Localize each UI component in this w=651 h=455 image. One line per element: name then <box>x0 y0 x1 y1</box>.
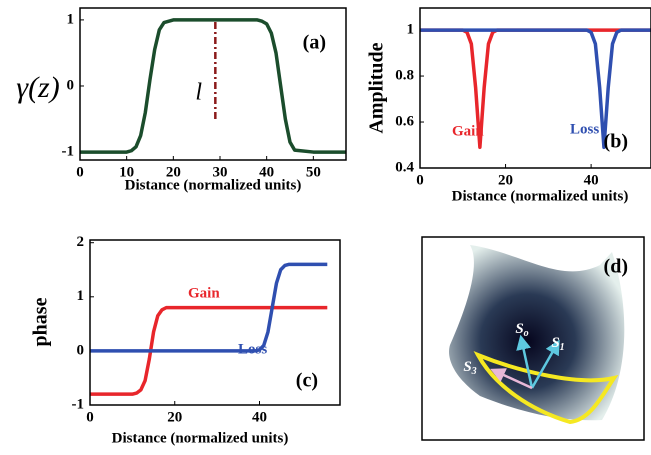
annotation: (a) <box>303 32 326 54</box>
annotation: (b) <box>604 131 628 153</box>
series-label: Loss <box>238 341 267 357</box>
vector-subscript: 1 <box>560 342 565 353</box>
vector-label: So <box>515 321 528 339</box>
y-tick-label: -1 <box>72 396 85 412</box>
vector-subscript: 3 <box>471 366 477 377</box>
y-axis-label: phase <box>30 297 52 346</box>
series-line <box>80 18 346 154</box>
x-tick-label: 20 <box>167 409 182 425</box>
y-tick-label: 1 <box>67 11 75 27</box>
x-tick-label: 10 <box>119 164 134 180</box>
vector-arrow <box>516 334 534 389</box>
x-axis-label: Distance (normalized units) <box>452 188 629 204</box>
panel-d: (d) <box>421 236 645 441</box>
y-tick-label: 0 <box>77 342 85 358</box>
annotation: (c) <box>296 370 318 392</box>
y-tick-label: -1 <box>62 144 75 160</box>
x-tick-label: 20 <box>166 164 181 180</box>
y-tick-label: 0.6 <box>395 113 414 129</box>
vector-label: S1 <box>551 335 564 353</box>
x-tick-label: 0 <box>76 164 84 180</box>
x-tick-label: 40 <box>259 164 274 180</box>
y-tick-label: 1 <box>407 22 415 38</box>
annotation: l <box>195 80 202 106</box>
series-label: Gain <box>188 285 220 301</box>
y-tick-label: 0.8 <box>395 67 414 83</box>
axes-frame <box>89 239 341 406</box>
x-tick-label: 20 <box>498 172 513 188</box>
x-tick-label: 40 <box>584 172 599 188</box>
vector-arrow <box>530 339 560 389</box>
x-tick-label: 30 <box>213 164 228 180</box>
y-axis-label: Amplitude <box>366 42 388 133</box>
series-label: Gain <box>452 123 484 139</box>
vector-subscript: o <box>524 328 529 339</box>
vector-symbol: S <box>551 335 559 351</box>
y-tick-label: 0.4 <box>395 159 414 175</box>
series-line <box>90 262 328 353</box>
vector-symbol: S <box>515 321 523 337</box>
x-axis-label: Distance (normalized units) <box>125 177 302 193</box>
vector-symbol: S <box>463 359 471 375</box>
x-tick-label: 50 <box>306 164 321 180</box>
panel-label: (d) <box>604 256 628 278</box>
axes-frame <box>79 7 347 161</box>
axes-frame <box>419 7 651 169</box>
x-tick-label: 0 <box>416 172 424 188</box>
x-tick-label: 40 <box>252 409 267 425</box>
y-axis-label: γ(z) <box>16 71 59 104</box>
y-tick-label: 0 <box>67 77 75 93</box>
series-label: Loss <box>570 121 599 137</box>
panel: 0 20 40 0.4 0.6 0.8 1 Gain Loss Distance (normali… <box>366 7 651 204</box>
y-tick-label: 1 <box>77 288 85 304</box>
x-axis-label: Distance (normalized units) <box>112 430 289 446</box>
vector-arrow <box>490 368 533 390</box>
y-tick-label: 2 <box>77 234 85 250</box>
x-tick-label: 0 <box>86 409 94 425</box>
vector-label: S3 <box>463 359 476 377</box>
series-line <box>90 305 328 396</box>
series-line <box>420 28 651 150</box>
